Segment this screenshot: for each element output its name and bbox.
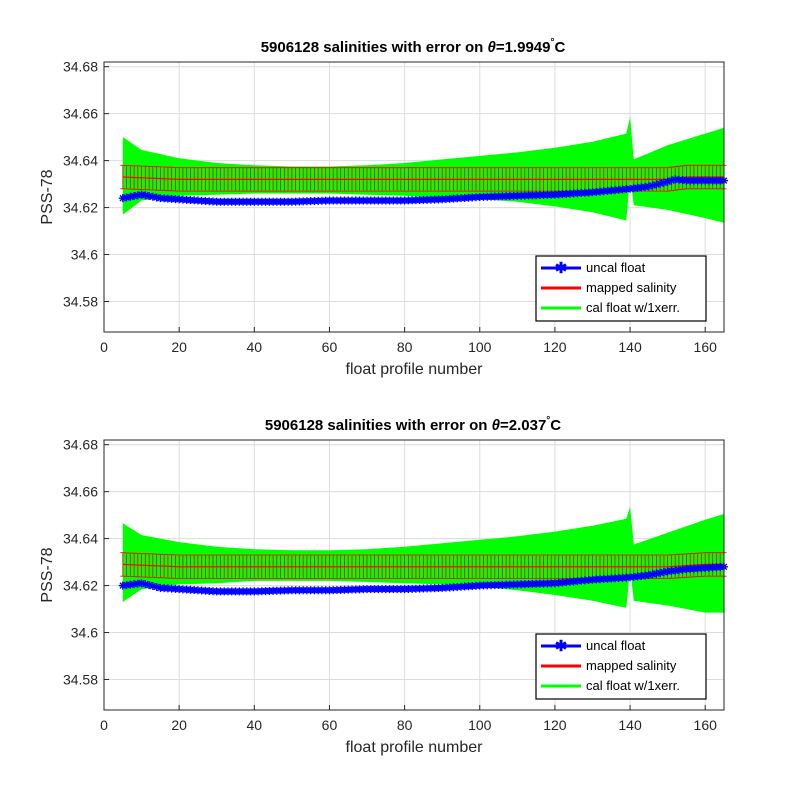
- x-tick-label: 160: [694, 717, 718, 733]
- x-tick-label: 0: [100, 339, 108, 355]
- x-tick-label: 40: [247, 717, 263, 733]
- x-axis-label: float profile number: [346, 361, 484, 378]
- x-tick-label: 20: [171, 339, 187, 355]
- chart-panel-1: 5906128 salinities with error on θ=1.994…: [39, 37, 728, 378]
- mapped-salinity-series: [120, 552, 727, 579]
- y-axis-ticks: 34.58 34.6 34.62 34.64 34.66 34.68: [63, 437, 109, 687]
- y-tick-label: 34.66: [63, 106, 98, 122]
- legend-marker-uncal: ✱: [555, 260, 568, 277]
- uncal-float-series: [118, 175, 728, 206]
- x-tick-label: 100: [468, 717, 492, 733]
- chart-title: 5906128 salinities with error on θ=1.994…: [261, 37, 566, 56]
- plot-area-frame: [103, 61, 725, 333]
- legend-label-mapped: mapped salinity: [586, 658, 677, 673]
- y-tick-label: 34.58: [63, 671, 98, 687]
- legend: ✱ uncal float mapped salinity cal float …: [535, 633, 707, 700]
- uncal-float-markers: [118, 175, 728, 206]
- x-axis-ticks: 0 20 40 60 80 100 120 140 160: [100, 705, 717, 733]
- x-tick-label: 140: [618, 717, 642, 733]
- x-tick-label: 120: [543, 339, 567, 355]
- x-tick-label: 20: [171, 717, 187, 733]
- y-tick-label: 34.58: [63, 293, 98, 309]
- mapped-salinity-line: [122, 563, 724, 568]
- y-tick-label: 34.64: [63, 531, 98, 547]
- y-tick-label: 34.62: [63, 578, 98, 594]
- legend-marker-uncal: ✱: [555, 638, 568, 655]
- x-tick-label: 60: [322, 339, 338, 355]
- y-tick-label: 34.6: [71, 247, 98, 263]
- y-tick-label: 34.68: [63, 437, 98, 453]
- x-axis-ticks: 0 20 40 60 80 100 120 140 160: [100, 327, 717, 355]
- x-tick-label: 80: [397, 717, 413, 733]
- y-tick-label: 34.62: [63, 200, 98, 216]
- y-axis-label: PSS-78: [39, 547, 56, 602]
- uncal-float-markers: [118, 562, 728, 596]
- x-tick-label: 100: [468, 339, 492, 355]
- x-tick-label: 60: [322, 717, 338, 733]
- x-tick-label: 0: [100, 717, 108, 733]
- y-tick-label: 34.6: [71, 625, 98, 641]
- legend-label-mapped: mapped salinity: [586, 280, 677, 295]
- plot-area-frame: [103, 439, 725, 711]
- y-tick-label: 34.68: [63, 59, 98, 75]
- x-axis-label: float profile number: [346, 739, 484, 756]
- legend-label-uncal: uncal float: [586, 260, 646, 275]
- x-tick-label: 140: [618, 339, 642, 355]
- y-tick-label: 34.66: [63, 484, 98, 500]
- x-tick-label: 40: [247, 339, 263, 355]
- x-tick-label: 80: [397, 339, 413, 355]
- chart-panel-2: 5906128 salinities with error on θ=2.037…: [39, 415, 728, 756]
- legend: ✱ uncal float mapped salinity cal float …: [535, 255, 707, 322]
- x-tick-label: 120: [543, 717, 567, 733]
- y-tick-label: 34.64: [63, 153, 98, 169]
- x-tick-label: 160: [694, 339, 718, 355]
- uncal-float-series: [118, 562, 728, 596]
- chart-title: 5906128 salinities with error on θ=2.037…: [265, 415, 561, 434]
- legend-label-uncal: uncal float: [586, 638, 646, 653]
- y-axis-ticks: 34.58 34.6 34.62 34.64 34.66 34.68: [63, 59, 109, 309]
- legend-label-cal: cal float w/1xerr.: [586, 678, 680, 693]
- y-axis-label: PSS-78: [39, 169, 56, 224]
- legend-label-cal: cal float w/1xerr.: [586, 300, 680, 315]
